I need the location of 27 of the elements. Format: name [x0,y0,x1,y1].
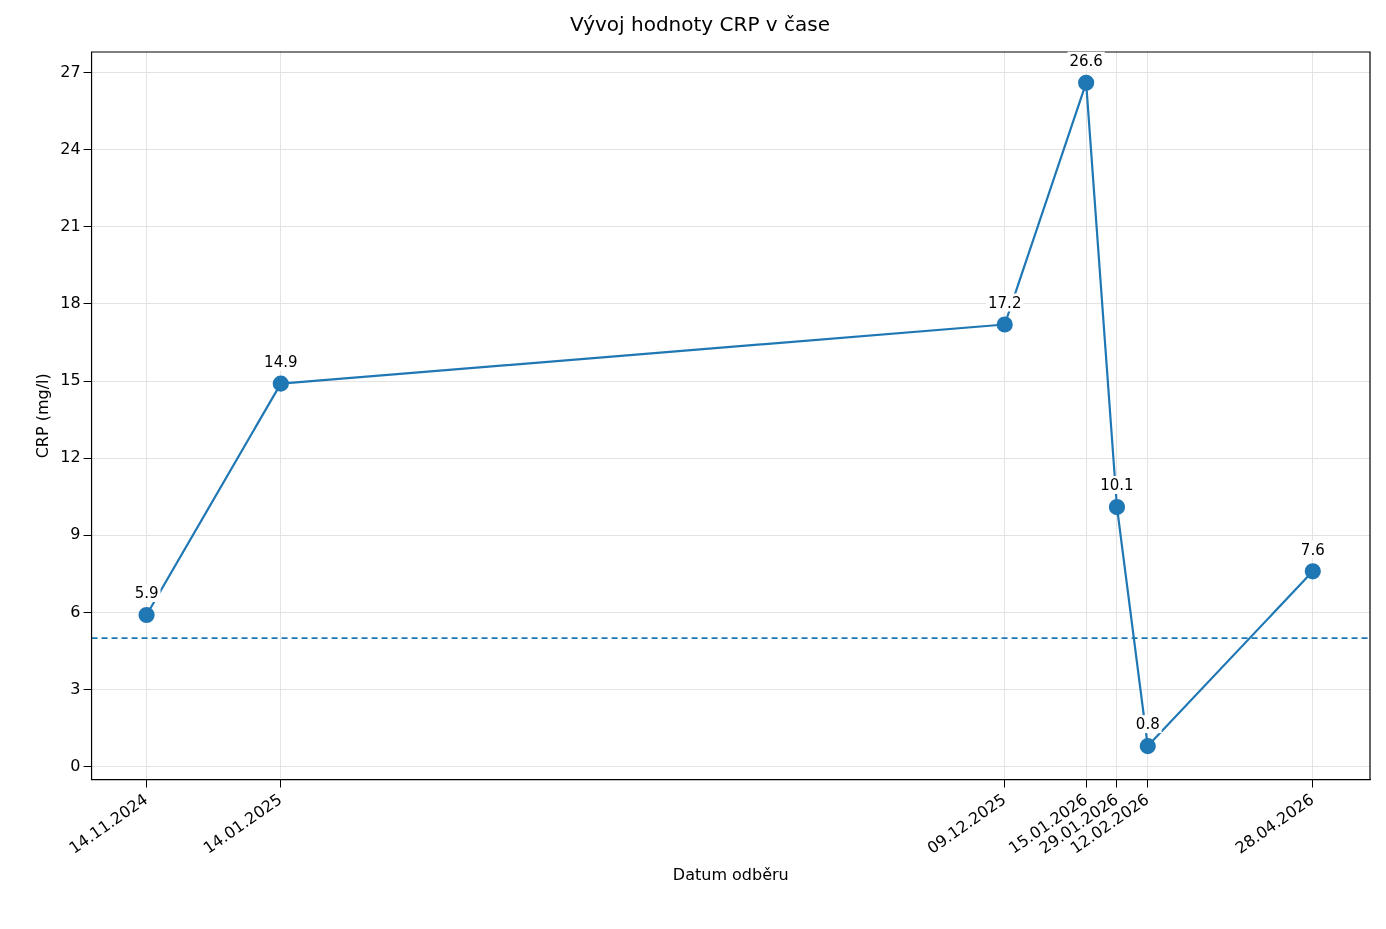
y-axis-title: CRP (mg/l) [32,373,52,459]
data-label: 7.6 [1300,540,1325,559]
data-label: 10.1 [1100,476,1134,495]
point [1108,498,1126,516]
point [996,316,1013,333]
y-tick-label: 24 [60,138,81,158]
chart-title: Vývoj hodnoty CRP v čase [570,12,830,37]
y-tick-label: 6 [70,601,81,621]
point [138,606,155,624]
y-tick-label: 27 [60,61,81,81]
point [1139,738,1156,755]
data-label: 14.9 [264,353,298,372]
data-label: 17.2 [988,293,1022,312]
data-label: 0.8 [1135,715,1160,734]
point [272,375,289,392]
data-label: 5.9 [134,584,159,603]
x-axis-title: Datum odběru [672,864,789,884]
y-tick-label: 12 [60,447,81,467]
y-tick-label: 9 [70,524,81,544]
y-tick-label: 21 [60,215,81,235]
y-tick-label: 15 [60,370,81,390]
y-tick-label: 18 [60,293,81,313]
data-label: 26.6 [1069,52,1103,71]
point [1304,563,1321,580]
y-tick-label: 3 [70,678,81,698]
point [1078,74,1095,91]
y-tick-label: 0 [70,755,81,775]
